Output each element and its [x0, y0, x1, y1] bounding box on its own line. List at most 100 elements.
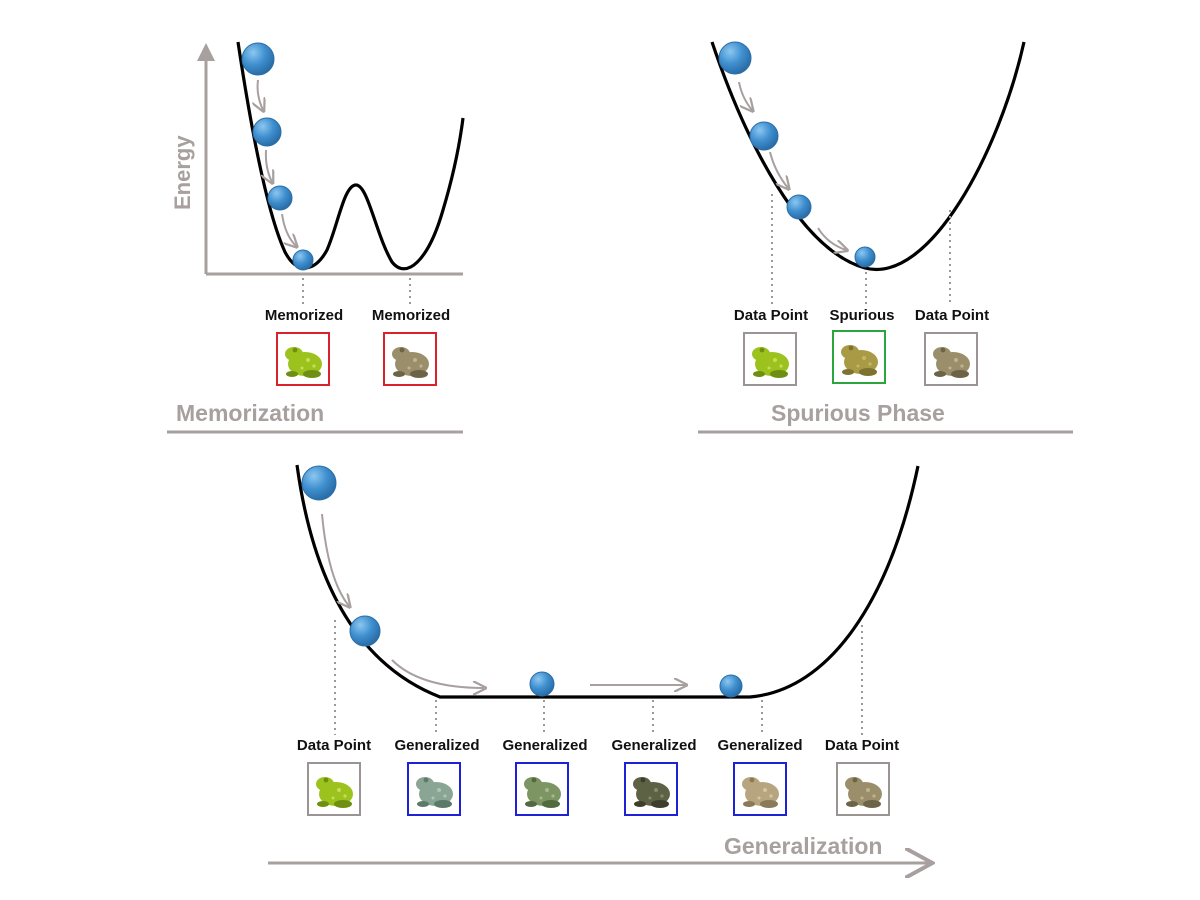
frog-drawing — [416, 777, 453, 808]
frog-shape — [423, 777, 429, 783]
ball-icon — [749, 121, 779, 151]
frog-shape — [312, 364, 316, 368]
frog-shape — [752, 347, 770, 361]
toad-image — [924, 332, 978, 386]
frog-shape — [940, 347, 946, 353]
frog-image — [276, 332, 330, 386]
frog-shape — [542, 800, 560, 808]
frog-drawing — [633, 777, 670, 808]
frog-shape — [845, 777, 863, 791]
generalized-frog-image — [407, 762, 461, 816]
frog-shape — [866, 788, 870, 792]
ball-icon — [718, 41, 752, 75]
frog-shape — [545, 788, 549, 792]
generalized-label: Generalized — [394, 737, 480, 754]
generalization-panel — [268, 464, 930, 863]
memorized-label: Memorized — [264, 307, 344, 324]
frog-drawing — [742, 777, 779, 808]
frog-shape — [417, 801, 429, 807]
frog-shape — [316, 777, 334, 791]
frog-shape — [933, 347, 951, 361]
frog-shape — [759, 347, 765, 353]
frog-drawing — [933, 347, 970, 378]
spurious-panel — [698, 41, 1073, 434]
frog-shape — [770, 370, 788, 378]
frog-shape — [343, 794, 347, 798]
frog-shape — [633, 777, 651, 791]
frog-shape — [551, 794, 555, 798]
frog-shape — [859, 368, 877, 376]
ball-icon — [719, 674, 743, 698]
frog-shape — [654, 788, 658, 792]
frog-shape — [651, 800, 669, 808]
ball-icon — [786, 194, 812, 220]
frog-shape — [848, 345, 854, 351]
arrow-icon — [769, 151, 788, 188]
data-point-label: Data Point — [824, 737, 900, 754]
frog-shape — [868, 362, 872, 366]
frog-shape — [292, 347, 298, 353]
frog-shape — [757, 796, 761, 800]
frog-shape — [863, 800, 881, 808]
frog-shape — [524, 777, 542, 791]
frog-shape — [303, 370, 321, 378]
frog-shape — [841, 345, 859, 359]
frog-shape — [393, 371, 405, 377]
frog-shape — [419, 364, 423, 368]
generalized-label: Generalized — [502, 737, 588, 754]
frog-shape — [948, 366, 952, 370]
arrow-icon — [281, 213, 296, 246]
memorized-label: Memorized — [371, 307, 451, 324]
ball-icon — [252, 117, 282, 147]
frog-shape — [763, 788, 767, 792]
frog-shape — [317, 801, 329, 807]
toad-image — [383, 332, 437, 386]
frog-shape — [767, 366, 771, 370]
frog-shape — [779, 364, 783, 368]
spurious-phase-title: Spurious Phase — [771, 400, 945, 426]
frog-image — [307, 762, 361, 816]
frog-shape — [846, 801, 858, 807]
frog-shape — [413, 358, 417, 362]
frog-drawing — [392, 347, 429, 378]
data-point-label: Data Point — [914, 307, 990, 324]
frog-shape — [437, 788, 441, 792]
frog-shape — [951, 370, 969, 378]
generalization-title: Generalization — [724, 833, 883, 859]
generalized-frog-image — [515, 762, 569, 816]
frog-shape — [525, 801, 537, 807]
frog-drawing — [845, 777, 882, 808]
frog-shape — [306, 358, 310, 362]
spurious-label: Spurious — [829, 307, 895, 324]
generalized-label: Generalized — [717, 737, 803, 754]
ball-icon — [267, 185, 293, 211]
arrow-icon — [321, 513, 349, 606]
frog-shape — [749, 777, 755, 783]
frog-shape — [773, 358, 777, 362]
frog-shape — [399, 347, 405, 353]
data-point-label: Data Point — [296, 737, 372, 754]
frog-shape — [300, 366, 304, 370]
flat-well-curve — [295, 464, 920, 699]
frog-shape — [872, 794, 876, 798]
arrow-icon — [266, 149, 272, 182]
frog-shape — [934, 371, 946, 377]
frog-shape — [337, 788, 341, 792]
toad-image — [836, 762, 890, 816]
arrow-icon — [817, 227, 846, 250]
frog-shape — [285, 347, 303, 361]
frog-shape — [660, 794, 664, 798]
generalized-frog-image — [733, 762, 787, 816]
double-well-curve — [236, 41, 465, 271]
arrow-icon — [738, 81, 752, 110]
frog-shape — [856, 364, 860, 368]
ball-icon — [349, 615, 381, 647]
memorization-title: Memorization — [176, 400, 325, 426]
frog-shape — [416, 777, 434, 791]
frog-shape — [648, 796, 652, 800]
frog-shape — [410, 370, 428, 378]
frog-shape — [852, 777, 858, 783]
energy-axis-label: Energy — [170, 135, 195, 210]
frog-shape — [407, 366, 411, 370]
frog-shape — [323, 777, 329, 783]
